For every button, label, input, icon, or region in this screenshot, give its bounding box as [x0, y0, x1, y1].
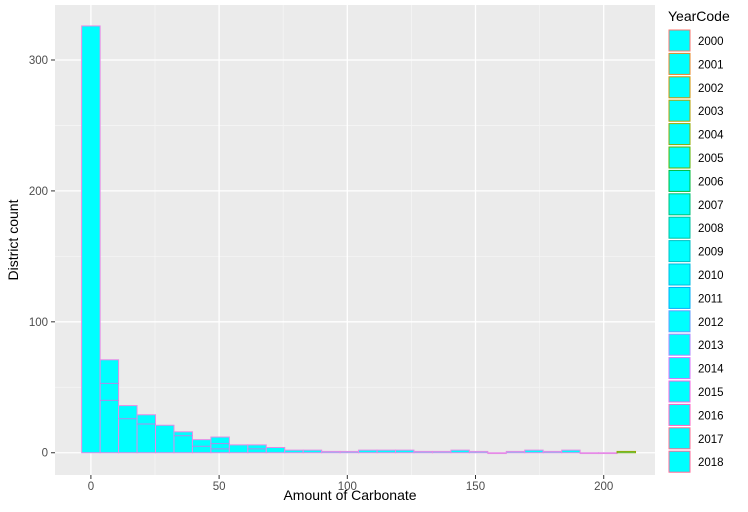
- histogram-bar: [339, 450, 360, 454]
- histogram-bars: [81, 25, 637, 455]
- histogram-bar: [450, 449, 470, 454]
- legend-key-2005: [668, 146, 691, 169]
- legend-key-2004: [668, 123, 691, 146]
- legend-label-2017: 2017: [698, 434, 724, 446]
- histogram-bar: [505, 450, 526, 454]
- legend-label-2012: 2012: [698, 317, 724, 329]
- histogram-bar: [99, 359, 120, 454]
- x-tick-label: 50: [213, 481, 226, 493]
- histogram-bar: [487, 452, 507, 455]
- legend-label-2005: 2005: [698, 153, 724, 165]
- legend-key-2018: [668, 450, 691, 473]
- minor-gridlines: [55, 5, 655, 475]
- histogram-bar: [321, 450, 341, 454]
- legend-key-2012: [668, 310, 691, 333]
- histogram-bar: [431, 450, 452, 454]
- legend-key-2016: [668, 403, 691, 426]
- histogram-bar: [376, 449, 397, 454]
- histogram-bar: [81, 25, 101, 454]
- legend-key-2013: [668, 333, 691, 356]
- x-axis-title: Amount of Carbonate: [283, 487, 416, 503]
- legend-label-2018: 2018: [698, 457, 724, 469]
- legend-label-2014: 2014: [698, 364, 724, 376]
- legend-label-2006: 2006: [698, 176, 724, 188]
- histogram-bar: [358, 449, 378, 454]
- histogram-bar: [561, 449, 581, 454]
- histogram-bar: [542, 450, 563, 454]
- legend-label-2013: 2013: [698, 340, 724, 352]
- histogram-bar: [524, 449, 544, 454]
- histogram-bar: [598, 452, 618, 455]
- legend-key-2014: [668, 357, 691, 380]
- x-tick-label: 200: [594, 481, 613, 493]
- legend-key-2001: [668, 52, 691, 75]
- x-tick-label: 100: [338, 481, 357, 493]
- histogram-bar: [136, 414, 157, 454]
- legend-label-2002: 2002: [698, 83, 724, 95]
- legend-title: YearCode: [668, 8, 730, 24]
- y-axis-title: District count: [5, 199, 21, 280]
- legend-label-2015: 2015: [698, 387, 724, 399]
- legend-label-2009: 2009: [698, 247, 724, 259]
- legend-key-2011: [668, 286, 691, 309]
- x-tick-label: 0: [88, 481, 94, 493]
- histogram-bar: [265, 447, 286, 454]
- histogram-bar: [228, 444, 249, 454]
- legend-key-2015: [668, 380, 691, 403]
- legend-label-2011: 2011: [698, 293, 723, 305]
- y-tick-label: 100: [29, 317, 48, 329]
- histogram-bar: [302, 449, 323, 454]
- legend-key-2010: [668, 263, 691, 286]
- histogram-bar: [395, 449, 415, 454]
- legend-key-2002: [668, 76, 691, 99]
- legend-key-2008: [668, 216, 691, 239]
- legend-label-2004: 2004: [698, 130, 724, 142]
- legend-label-2007: 2007: [698, 200, 724, 212]
- panel-background: [55, 5, 655, 475]
- y-tick-label: 300: [29, 55, 48, 67]
- legend-label-2000: 2000: [698, 36, 724, 48]
- histogram-bar: [468, 450, 489, 454]
- legend-label-2010: 2010: [698, 270, 724, 282]
- legend-key-2007: [668, 193, 691, 216]
- histogram-bar: [413, 450, 433, 454]
- legend-label-2008: 2008: [698, 223, 724, 235]
- histogram-bar: [155, 424, 175, 454]
- legend-key-2017: [668, 427, 691, 450]
- legend-key-2003: [668, 99, 691, 122]
- histogram-bar: [118, 405, 138, 454]
- legend-label-2016: 2016: [698, 410, 724, 422]
- legend-key-2009: [668, 240, 691, 263]
- histogram-bar: [284, 449, 304, 454]
- histogram-bar: [616, 450, 637, 454]
- histogram-bar: [210, 436, 230, 454]
- legend-key-2000: [668, 29, 691, 52]
- y-tick-label: 200: [29, 186, 48, 198]
- legend-label-2003: 2003: [698, 106, 724, 118]
- legend: 2000 2001 2002 2003 2004 2005 2006 2007 2008 2009…: [668, 29, 724, 473]
- legend-label-2001: 2001: [698, 59, 724, 71]
- y-axis: 0 100 200 300: [29, 55, 55, 460]
- y-tick-label: 0: [42, 448, 48, 460]
- histogram-bar: [173, 431, 193, 454]
- legend-key-2006: [668, 169, 691, 192]
- x-axis: 0 50 100 150 200: [88, 475, 613, 493]
- x-tick-label: 150: [466, 481, 485, 493]
- histogram-bar: [579, 452, 600, 455]
